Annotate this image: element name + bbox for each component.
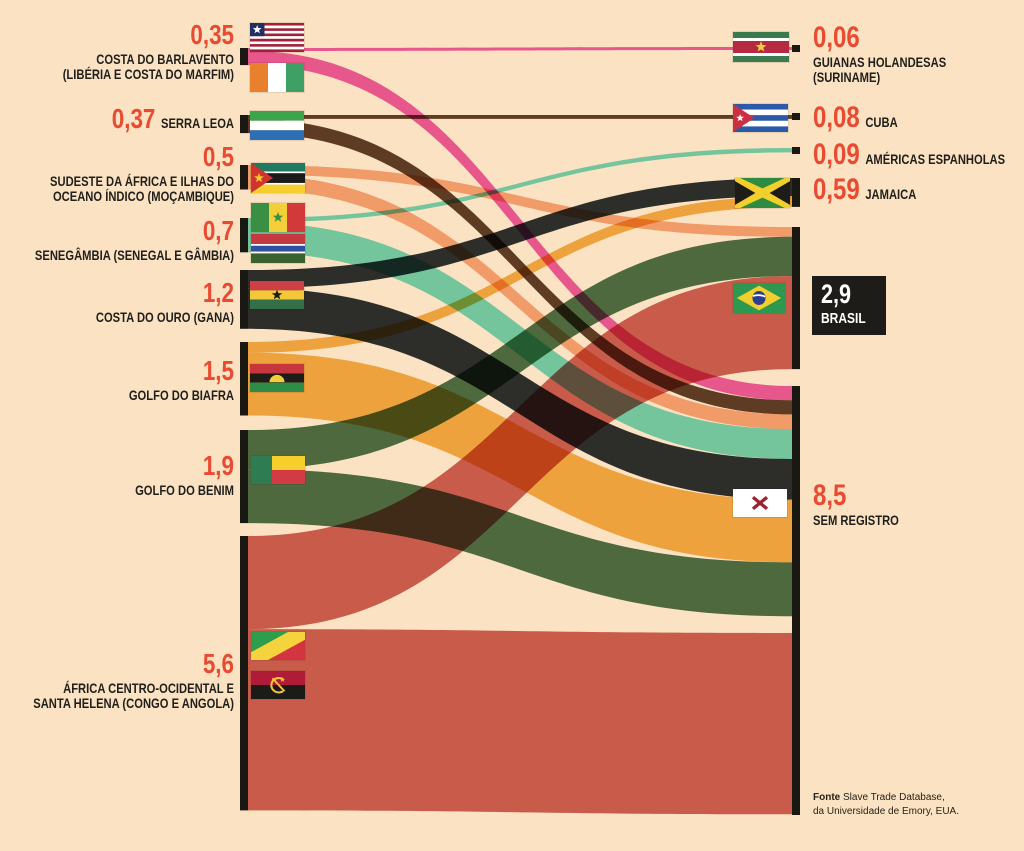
- target-entry-jamaica: 0,59 JAMAICA: [813, 173, 1024, 206]
- value-africa-centro: 5,6: [202, 648, 234, 679]
- label-golfo-benim-line1: GOLFO DO BENIM: [135, 482, 234, 498]
- flow-senegambia-to-americas-espanholas: [248, 148, 792, 223]
- node-bar-americas-espanholas: [792, 147, 800, 154]
- gambia-flag: [251, 234, 305, 263]
- node-bar-sudeste-africa: [240, 165, 248, 190]
- flow-costa-do-ouro-to-jamaica: [248, 178, 792, 289]
- target-entry-americas-espanholas: 0,09 AMÉRICAS ESPANHOLAS: [813, 138, 1024, 171]
- value-golfo-benim: 1,9: [202, 450, 234, 481]
- node-bar-jamaica: [792, 178, 800, 207]
- flow-serra-leoa-to-cuba: [248, 115, 792, 119]
- flow-barlavento-to-suriname: [248, 47, 792, 51]
- flow-africa-centro-to-brasil: [248, 276, 792, 630]
- source-entry-sudeste-africa: 0,5 SUDESTE DA ÁFRICA E ILHAS DO OCEANO ÍN…: [0, 143, 234, 204]
- flow-costa-do-ouro-to-sem-registro: [248, 288, 792, 500]
- source-note-line2: da Universidade de Emory, EUA.: [813, 805, 959, 817]
- label-serra-leoa: SERRA LEOA: [160, 115, 234, 131]
- suriname-flag: [733, 32, 789, 62]
- sierra-leone-flag: [250, 111, 304, 140]
- brazil-flag: [733, 283, 785, 313]
- value-cuba: 0,08: [813, 101, 860, 134]
- value-americas-espanholas: 0,09: [813, 138, 860, 171]
- label-sudeste-africa-line1: SUDESTE DA ÁFRICA E ILHAS DO: [50, 173, 234, 189]
- ghana-flag: [250, 281, 304, 309]
- value-brasil: 2,9: [821, 279, 852, 309]
- target-entry-brasil: 2,9 BRASIL: [812, 276, 886, 335]
- label-barlavento-line2: (LIBÉRIA E COSTA DO MARFIM): [62, 66, 234, 82]
- congo-flag: [251, 632, 305, 660]
- no-record-flag: [733, 489, 787, 517]
- label-senegambia-line1: SENEGÂMBIA (SENEGAL E GÂMBIA): [34, 247, 234, 263]
- angola-flag: [251, 671, 305, 699]
- label-barlavento-line1: COSTA DO BARLAVENTO: [96, 51, 234, 67]
- flow-golfo-benim-to-sem-registro: [248, 469, 792, 617]
- node-bar-serra-leoa: [240, 115, 248, 134]
- source-entry-barlavento: 0,35 COSTA DO BARLAVENTO (LIBÉRIA E COSTA …: [0, 21, 234, 82]
- flow-golfo-biafra-to-jamaica: [248, 196, 792, 353]
- flow-sudeste-africa-to-sem-registro: [248, 174, 792, 430]
- value-suriname: 0,06: [813, 21, 860, 54]
- source-entry-golfo-biafra: 1,5 GOLFO DO BIAFRA: [0, 357, 234, 403]
- target-entry-sem-registro: 8,5 SEM REGISTRO: [813, 479, 1024, 528]
- node-bar-africa-centro: [240, 536, 248, 811]
- node-bar-golfo-biafra: [240, 342, 248, 416]
- biafra-flag: [250, 364, 304, 392]
- node-bar-cuba: [792, 113, 800, 120]
- label-suriname-line1: GUIANAS HOLANDESAS: [813, 54, 947, 70]
- label-suriname-line2: (SURINAME): [813, 69, 881, 85]
- label-cuba: CUBA: [865, 114, 898, 130]
- value-sudeste-africa: 0,5: [202, 141, 234, 172]
- value-costa-do-ouro: 1,2: [202, 277, 234, 308]
- source-entry-senegambia: 0,7 SENEGÂMBIA (SENEGAL E GÂMBIA): [0, 217, 234, 263]
- liberia-flag: [250, 23, 304, 52]
- source-note-bold: Fonte: [813, 792, 841, 803]
- value-sem-registro: 8,5: [813, 479, 847, 512]
- value-barlavento: 0,35: [190, 19, 234, 50]
- label-africa-centro-line1: ÁFRICA CENTRO-OCIDENTAL E: [63, 680, 234, 696]
- label-jamaica: JAMAICA: [865, 186, 917, 202]
- ivory-coast-flag: [250, 63, 304, 92]
- node-bar-suriname: [792, 45, 800, 52]
- source-entry-golfo-benim: 1,9 GOLFO DO BENIM: [0, 452, 234, 498]
- label-sudeste-africa-line2: OCEANO ÍNDICO (MOÇAMBIQUE): [52, 188, 234, 204]
- flow-serra-leoa-to-sem-registro: [248, 118, 792, 415]
- node-bar-golfo-benim: [240, 430, 248, 524]
- source-entry-serra-leoa: 0,37 SERRA LEOA: [0, 103, 234, 134]
- source-note-line1: Fonte Slave Trade Database,: [813, 792, 945, 803]
- source-entry-africa-centro: 5,6 ÁFRICA CENTRO-OCIDENTAL E SANTA HELENA…: [0, 650, 234, 711]
- value-senegambia: 0,7: [202, 215, 234, 246]
- node-bar-costa-do-ouro: [240, 270, 248, 329]
- label-sem-registro-line1: SEM REGISTRO: [813, 512, 899, 528]
- node-bar-barlavento: [240, 48, 248, 66]
- source-entry-costa-do-ouro: 1,2 COSTA DO OURO (GANA): [0, 279, 234, 325]
- node-bar-brasil: [792, 227, 800, 370]
- jamaica-flag: [735, 178, 790, 208]
- flow-africa-centro-to-sem-registro: [248, 629, 792, 815]
- node-bar-sem-registro: [792, 386, 800, 815]
- label-africa-centro-line2: SANTA HELENA (CONGO E ANGOLA): [33, 695, 234, 711]
- value-serra-leoa: 0,37: [111, 103, 156, 134]
- node-bar-senegambia: [240, 218, 248, 253]
- target-entry-suriname: 0,06 GUIANAS HOLANDESAS (SURINAME): [813, 21, 1024, 85]
- label-americas-espanholas: AMÉRICAS ESPANHOLAS: [865, 151, 1006, 167]
- senegal-flag: [251, 203, 305, 232]
- cuba-flag: [733, 104, 788, 132]
- mozambique-flag: [251, 163, 305, 193]
- flow-golfo-benim-to-brasil: [248, 236, 792, 470]
- target-entry-cuba: 0,08 CUBA: [813, 101, 1024, 134]
- value-golfo-biafra: 1,5: [202, 355, 234, 386]
- label-brasil: BRASIL: [821, 310, 866, 327]
- label-golfo-biafra-line1: GOLFO DO BIAFRA: [128, 387, 234, 403]
- flow-sudeste-africa-to-brasil: [248, 165, 792, 237]
- source-note: Fonte Slave Trade Database, da Universid…: [813, 791, 959, 818]
- value-jamaica: 0,59: [813, 173, 860, 206]
- label-costa-do-ouro-line1: COSTA DO OURO (GANA): [95, 309, 234, 325]
- benin-flag: [251, 456, 305, 484]
